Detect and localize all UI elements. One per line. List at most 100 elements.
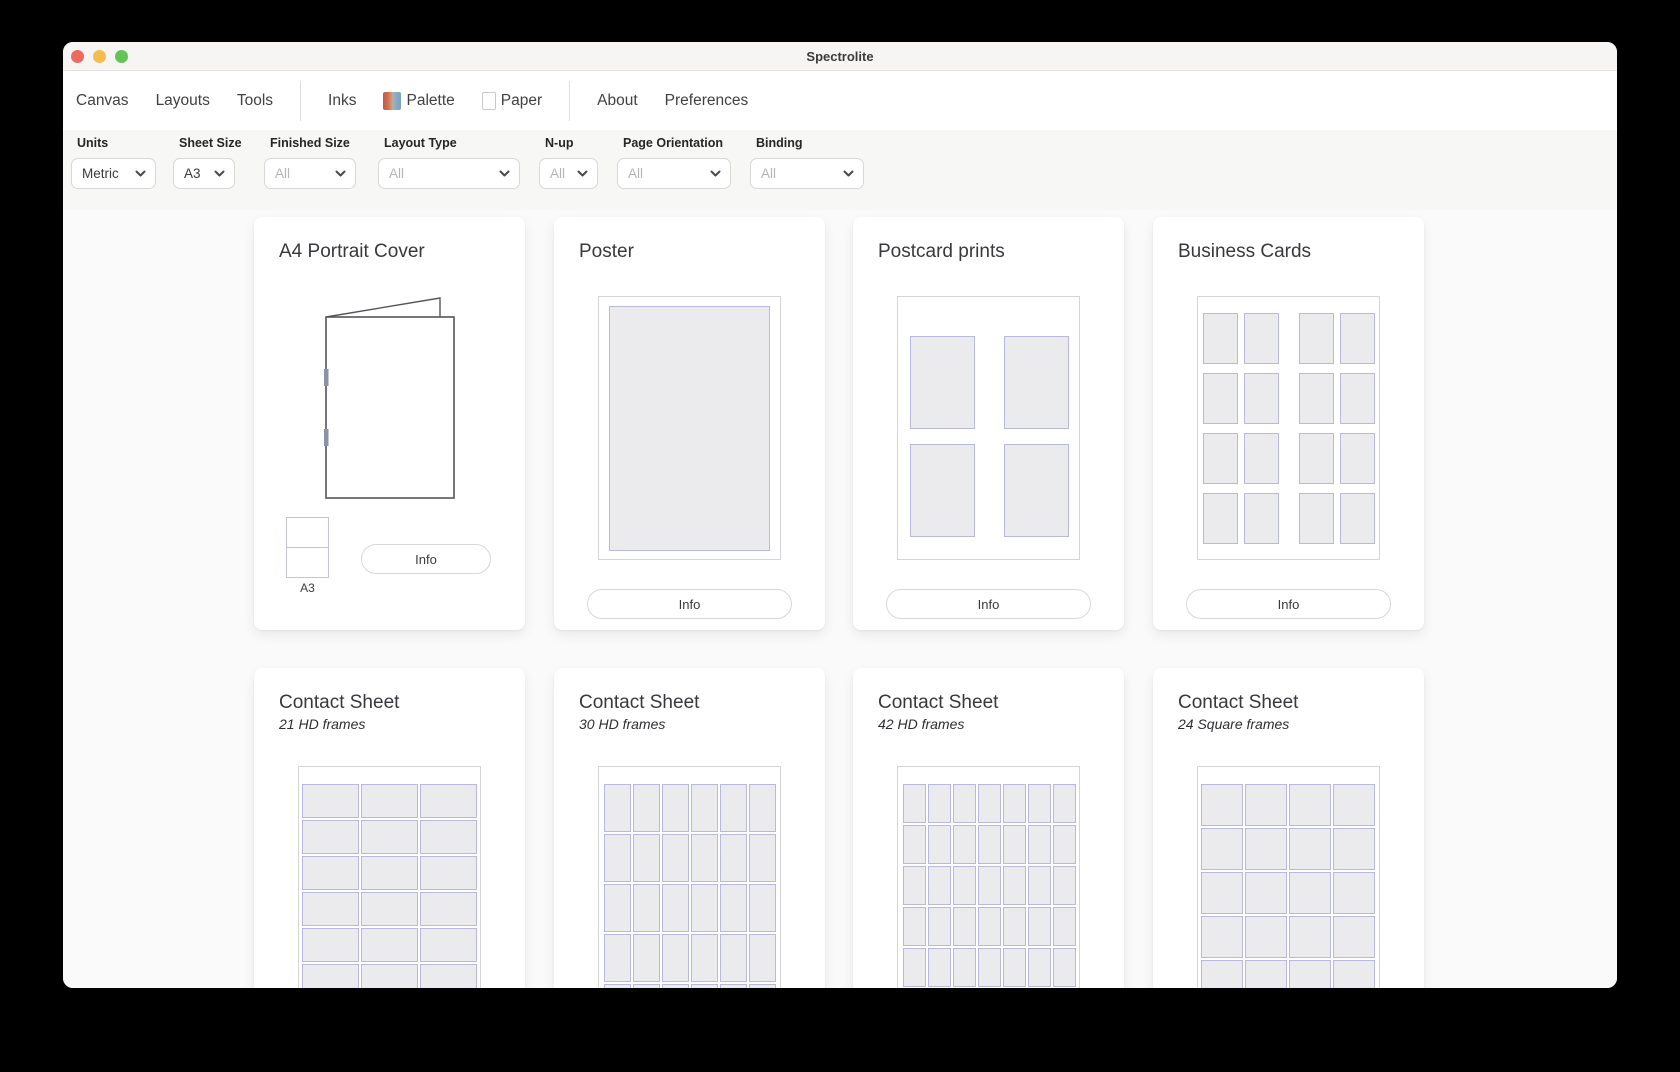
info-button[interactable]: Info xyxy=(886,589,1091,619)
frame-row xyxy=(604,784,780,832)
binding-value: All xyxy=(761,166,777,181)
frame-row xyxy=(1201,872,1379,914)
frame-cell xyxy=(910,444,975,537)
card-title: Contact Sheet xyxy=(279,692,400,713)
frame-cell xyxy=(928,948,951,987)
info-button[interactable]: Info xyxy=(361,544,491,574)
template-gallery: A4 Portrait Cover A3 Info Poster Info xyxy=(63,210,1617,988)
minimize-button[interactable] xyxy=(93,49,106,63)
sheet-preview xyxy=(897,296,1080,560)
menu-inks-label: Inks xyxy=(328,91,357,109)
frame-cell xyxy=(420,964,477,988)
menu-preferences[interactable]: Preferences xyxy=(665,92,749,110)
frame-cell xyxy=(1053,948,1076,987)
sheet-preview xyxy=(1197,766,1380,988)
n-up-value: All xyxy=(550,166,566,181)
page-orientation-dropdown[interactable]: All xyxy=(617,158,731,189)
sheet-size-dropdown[interactable]: A3 xyxy=(173,158,235,189)
frame-row xyxy=(903,784,1079,823)
frame-cell xyxy=(302,964,359,988)
frame-cell xyxy=(1333,828,1375,870)
menu-paper[interactable]: Paper xyxy=(481,91,542,110)
frame-cell xyxy=(302,820,359,854)
sheet-preview xyxy=(1197,296,1380,560)
card-subtitle: 42 HD frames xyxy=(878,716,965,732)
menu-inks[interactable]: Inks xyxy=(328,92,356,110)
frame-cell xyxy=(302,856,359,890)
frame-cell xyxy=(1299,493,1334,544)
close-button[interactable] xyxy=(71,49,84,63)
staple-icon xyxy=(324,369,329,386)
frame-cell xyxy=(1333,784,1375,826)
frame-cell xyxy=(662,934,689,982)
filter-n-up: N-up All xyxy=(539,136,598,189)
binding-dropdown[interactable]: All xyxy=(750,158,864,189)
info-button[interactable]: Info xyxy=(1186,589,1391,619)
menu-palette[interactable]: Palette xyxy=(383,91,455,110)
frame-cell xyxy=(302,892,359,926)
frame-cell xyxy=(1289,784,1331,826)
frame-row xyxy=(302,784,480,818)
frame-cell xyxy=(662,784,689,832)
frame-cell xyxy=(749,884,776,932)
units-label: Units xyxy=(77,136,109,150)
frame-cell xyxy=(604,784,631,832)
frame-cell xyxy=(1201,872,1243,914)
chevron-down-icon xyxy=(710,170,721,177)
frame-row xyxy=(1201,784,1379,826)
title-bar[interactable]: Spectrolite xyxy=(63,42,1617,71)
menu-canvas[interactable]: Canvas xyxy=(76,92,129,110)
frame-cell xyxy=(1289,960,1331,988)
menu-about[interactable]: About xyxy=(597,92,638,110)
frame-cell xyxy=(361,784,418,818)
zoom-button[interactable] xyxy=(115,49,128,63)
menu-divider xyxy=(300,80,302,121)
menu-preferences-label: Preferences xyxy=(664,91,749,109)
frame-cell xyxy=(1028,866,1051,905)
filter-finished-size: Finished Size All xyxy=(264,136,356,189)
template-card-business-cards[interactable]: Business Cards Info xyxy=(1153,217,1424,630)
info-button[interactable]: Info xyxy=(587,589,792,619)
card-title: A4 Portrait Cover xyxy=(279,241,425,262)
staple-icon xyxy=(324,429,329,446)
sheet-preview xyxy=(598,296,781,560)
frame-cell xyxy=(978,825,1001,864)
template-card-contact-sheet-42[interactable]: Contact Sheet 42 HD frames xyxy=(853,668,1124,988)
template-card-poster[interactable]: Poster Info xyxy=(554,217,825,630)
frame-row xyxy=(302,928,480,962)
sheet-preview xyxy=(598,766,781,988)
frame-cell xyxy=(1203,493,1238,544)
chevron-down-icon xyxy=(577,170,588,177)
frame-cell xyxy=(361,964,418,988)
menu-layouts[interactable]: Layouts xyxy=(156,92,210,110)
template-card-contact-sheet-24[interactable]: Contact Sheet 24 Square frames xyxy=(1153,668,1424,988)
frame-cell xyxy=(361,820,418,854)
frame-cell xyxy=(749,784,776,832)
app-window: Spectrolite Canvas Layouts Tools Inks Pa… xyxy=(63,42,1617,988)
frame-cell xyxy=(1289,872,1331,914)
a3-sheet-thumbnail xyxy=(286,517,329,578)
frame-cell xyxy=(1245,828,1287,870)
frame-cell xyxy=(1203,313,1238,364)
template-card-contact-sheet-21[interactable]: Contact Sheet 21 HD frames xyxy=(254,668,525,988)
finished-size-dropdown[interactable]: All xyxy=(264,158,356,189)
template-card-a4-portrait-cover[interactable]: A4 Portrait Cover A3 Info xyxy=(254,217,525,630)
template-card-postcard-prints[interactable]: Postcard prints Info xyxy=(853,217,1124,630)
chevron-down-icon xyxy=(135,170,146,177)
menu-tools[interactable]: Tools xyxy=(237,92,273,110)
template-card-contact-sheet-30[interactable]: Contact Sheet 30 HD frames xyxy=(554,668,825,988)
frame-cell xyxy=(1340,433,1375,484)
frame-row xyxy=(302,964,480,988)
frame-cell xyxy=(662,834,689,882)
frame-cell xyxy=(1244,373,1279,424)
frame-row xyxy=(604,884,780,932)
filter-units: Units Metric xyxy=(71,136,156,189)
frame-cell xyxy=(720,984,747,988)
units-dropdown[interactable]: Metric xyxy=(71,158,156,189)
n-up-dropdown[interactable]: All xyxy=(539,158,598,189)
sheet-size-caption: A3 xyxy=(300,581,315,595)
layout-type-dropdown[interactable]: All xyxy=(378,158,520,189)
frame-row xyxy=(1203,433,1379,484)
frame-cell xyxy=(1028,948,1051,987)
sheet-size-value: A3 xyxy=(184,166,201,181)
